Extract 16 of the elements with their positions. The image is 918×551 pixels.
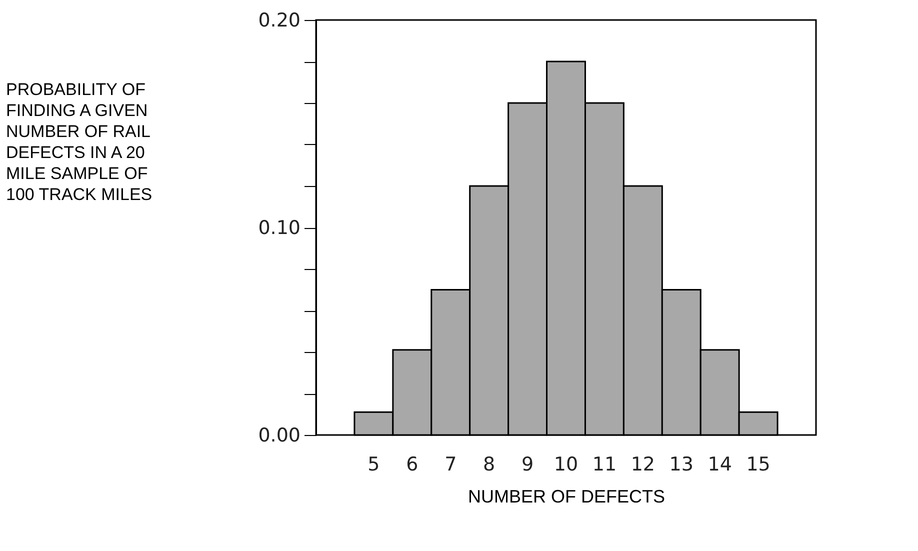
x-axis-title: NUMBER OF DEFECTS	[468, 486, 666, 506]
y-tick-label: 0.20	[258, 10, 300, 32]
x-tick-label: 13	[669, 454, 694, 476]
x-tick-label: 5	[368, 454, 380, 476]
y-tick-label: 0.10	[258, 217, 300, 239]
x-tick-label: 15	[746, 454, 770, 476]
text: PROBABILITY OF FINDING A GIVEN NUMBER OF RAIL DEFECTS IN A 20 MILE SAMPLE OF 100 TRACK MILES	[6, 80, 152, 204]
x-tick-label: 14	[708, 454, 732, 476]
x-tick-label: 10	[554, 454, 578, 476]
x-tick-label: 12	[630, 454, 656, 476]
x-tick-label: 6	[406, 454, 418, 476]
x-tick-label: 9	[521, 454, 534, 476]
y-tick-label: 0.00	[258, 424, 300, 446]
x-tick-label: 11	[592, 454, 617, 476]
x-tick-label: 8	[483, 454, 496, 476]
x-tick-label: 7	[444, 454, 457, 476]
